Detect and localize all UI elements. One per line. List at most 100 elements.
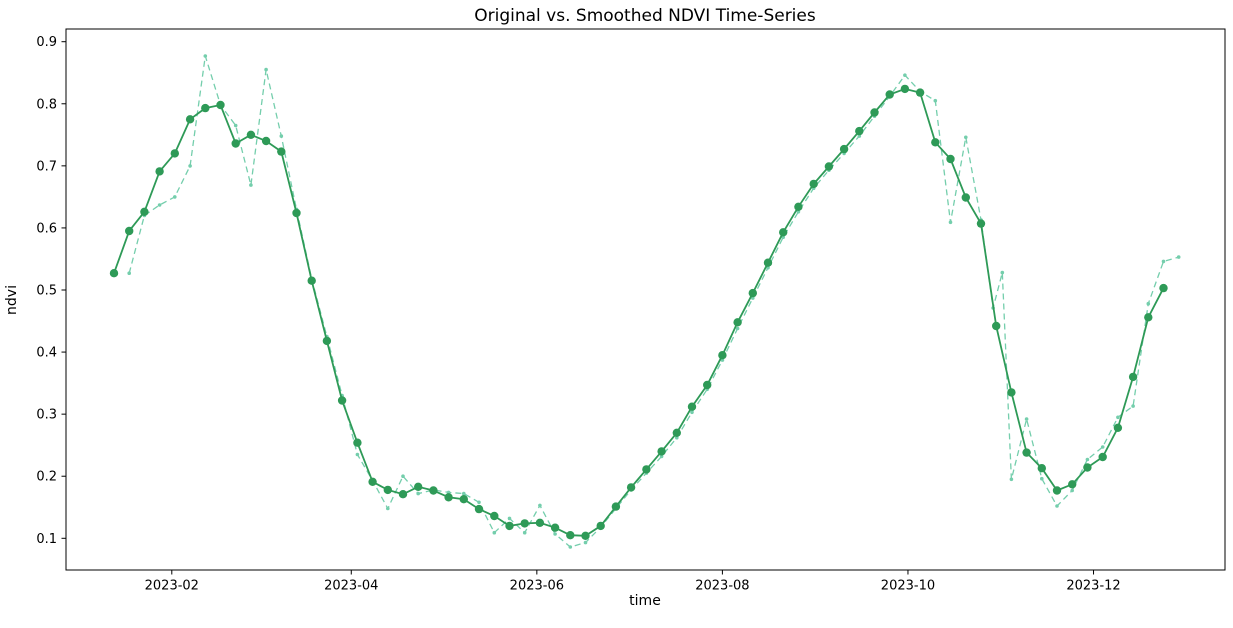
original-series-marker	[401, 474, 405, 479]
original-series-marker	[903, 73, 907, 77]
original-series-marker	[127, 271, 131, 276]
smoothed-series-marker	[307, 276, 316, 285]
smoothed-series-marker	[550, 523, 560, 532]
original-series-line	[128, 55, 1179, 548]
smoothed-series-marker	[398, 490, 408, 499]
smoothed-series-marker	[474, 504, 484, 514]
smoothed-series-marker	[703, 380, 712, 390]
original-series-marker	[1100, 445, 1105, 449]
original-series-marker	[933, 98, 938, 103]
smoothed-series-marker	[1144, 313, 1153, 322]
original-series-marker	[522, 530, 527, 535]
smoothed-series-marker	[976, 219, 986, 228]
original-series-marker	[1070, 488, 1074, 493]
smoothed-series-marker	[672, 428, 681, 437]
original-series-marker	[173, 195, 177, 199]
smoothed-series-marker	[109, 269, 119, 278]
smoothed-series-marker	[687, 402, 697, 411]
original-series-marker	[583, 540, 588, 545]
smoothed-series-marker	[261, 136, 271, 146]
smoothed-series-marker	[125, 226, 134, 236]
smoothed-series-marker	[1037, 464, 1047, 473]
smoothed-series-marker	[368, 477, 377, 486]
smoothed-series-marker	[596, 521, 605, 531]
original-series-marker	[1040, 476, 1044, 481]
smoothed-series-marker	[429, 486, 438, 495]
smoothed-series-marker	[733, 318, 742, 327]
smoothed-series-marker	[839, 144, 849, 154]
x-tick-label: 2023-12	[1066, 579, 1120, 594]
smoothed-series-marker	[155, 167, 164, 176]
original-series-marker	[355, 452, 360, 457]
smoothed-series-marker	[535, 518, 545, 527]
smoothed-series-marker	[201, 103, 210, 113]
smoothed-series-marker	[961, 193, 970, 202]
smoothed-series-marker	[946, 154, 955, 164]
smoothed-series-marker	[824, 162, 834, 171]
smoothed-series-marker	[322, 336, 332, 346]
smoothed-series-marker	[1022, 448, 1031, 457]
smoothed-series-marker	[794, 202, 803, 211]
smoothed-series-marker	[246, 130, 256, 139]
original-series-marker	[462, 491, 466, 496]
y-tick-label: 0.5	[36, 284, 57, 299]
smoothed-series-line	[113, 87, 1165, 537]
original-series-marker	[386, 506, 390, 511]
smoothed-series-marker	[1128, 372, 1138, 382]
y-tick-label: 0.3	[36, 408, 57, 423]
original-series-marker	[1161, 259, 1166, 264]
smoothed-series-marker	[140, 207, 149, 216]
smoothed-series-marker	[915, 88, 925, 97]
smoothed-series-marker	[566, 531, 575, 540]
smoothed-series-marker	[809, 179, 818, 189]
original-series-marker	[1116, 415, 1120, 420]
y-tick-label: 0.6	[36, 221, 57, 236]
smoothed-series-marker	[1007, 388, 1016, 397]
smoothed-series-marker	[1083, 463, 1092, 472]
original-series-marker	[507, 516, 512, 521]
original-series-marker	[249, 183, 253, 187]
smoothed-series-marker	[642, 465, 651, 474]
original-series-marker	[279, 134, 284, 138]
smoothed-series-marker	[414, 482, 423, 491]
original-series-marker	[233, 123, 238, 128]
x-tick-label: 2023-10	[881, 579, 935, 594]
x-axis-label: time	[629, 593, 661, 609]
smoothed-series-marker	[277, 147, 286, 156]
y-tick-label: 0.2	[36, 470, 57, 485]
smoothed-series-marker	[1113, 423, 1123, 432]
smoothed-series-marker	[459, 495, 468, 504]
original-series-marker	[1146, 301, 1151, 306]
original-series-marker	[553, 532, 557, 536]
smoothed-series-marker	[1159, 283, 1168, 293]
smoothed-series-marker	[870, 108, 879, 117]
original-series-marker	[416, 491, 421, 496]
smoothed-series-marker	[444, 493, 453, 502]
original-series-marker	[735, 326, 740, 331]
y-tick-label: 0.8	[36, 97, 57, 112]
plot-area	[65, 28, 1226, 571]
y-tick-label: 0.9	[36, 35, 57, 50]
smoothed-series-marker	[216, 100, 225, 110]
smoothed-series-marker	[1098, 452, 1107, 462]
y-tick-label: 0.7	[36, 159, 57, 174]
x-tick-label: 2023-06	[510, 579, 564, 594]
smoothed-series-marker	[657, 447, 666, 456]
x-tick-label: 2023-04	[324, 579, 378, 594]
original-series-marker	[157, 203, 162, 207]
smoothed-series-marker	[170, 149, 179, 158]
smoothed-series-marker	[520, 519, 529, 528]
smoothed-series-marker	[490, 511, 499, 521]
smoothed-series-marker	[763, 258, 773, 267]
smoothed-series-marker	[231, 139, 240, 148]
smoothed-series-marker	[992, 321, 1001, 331]
original-series-marker	[1009, 477, 1014, 482]
original-series-marker	[492, 530, 497, 535]
y-tick-label: 0.1	[36, 532, 57, 547]
original-series-marker	[568, 545, 573, 549]
smoothed-series-marker	[931, 138, 940, 147]
original-series-marker	[1024, 417, 1029, 421]
smoothed-series-marker	[718, 351, 727, 360]
